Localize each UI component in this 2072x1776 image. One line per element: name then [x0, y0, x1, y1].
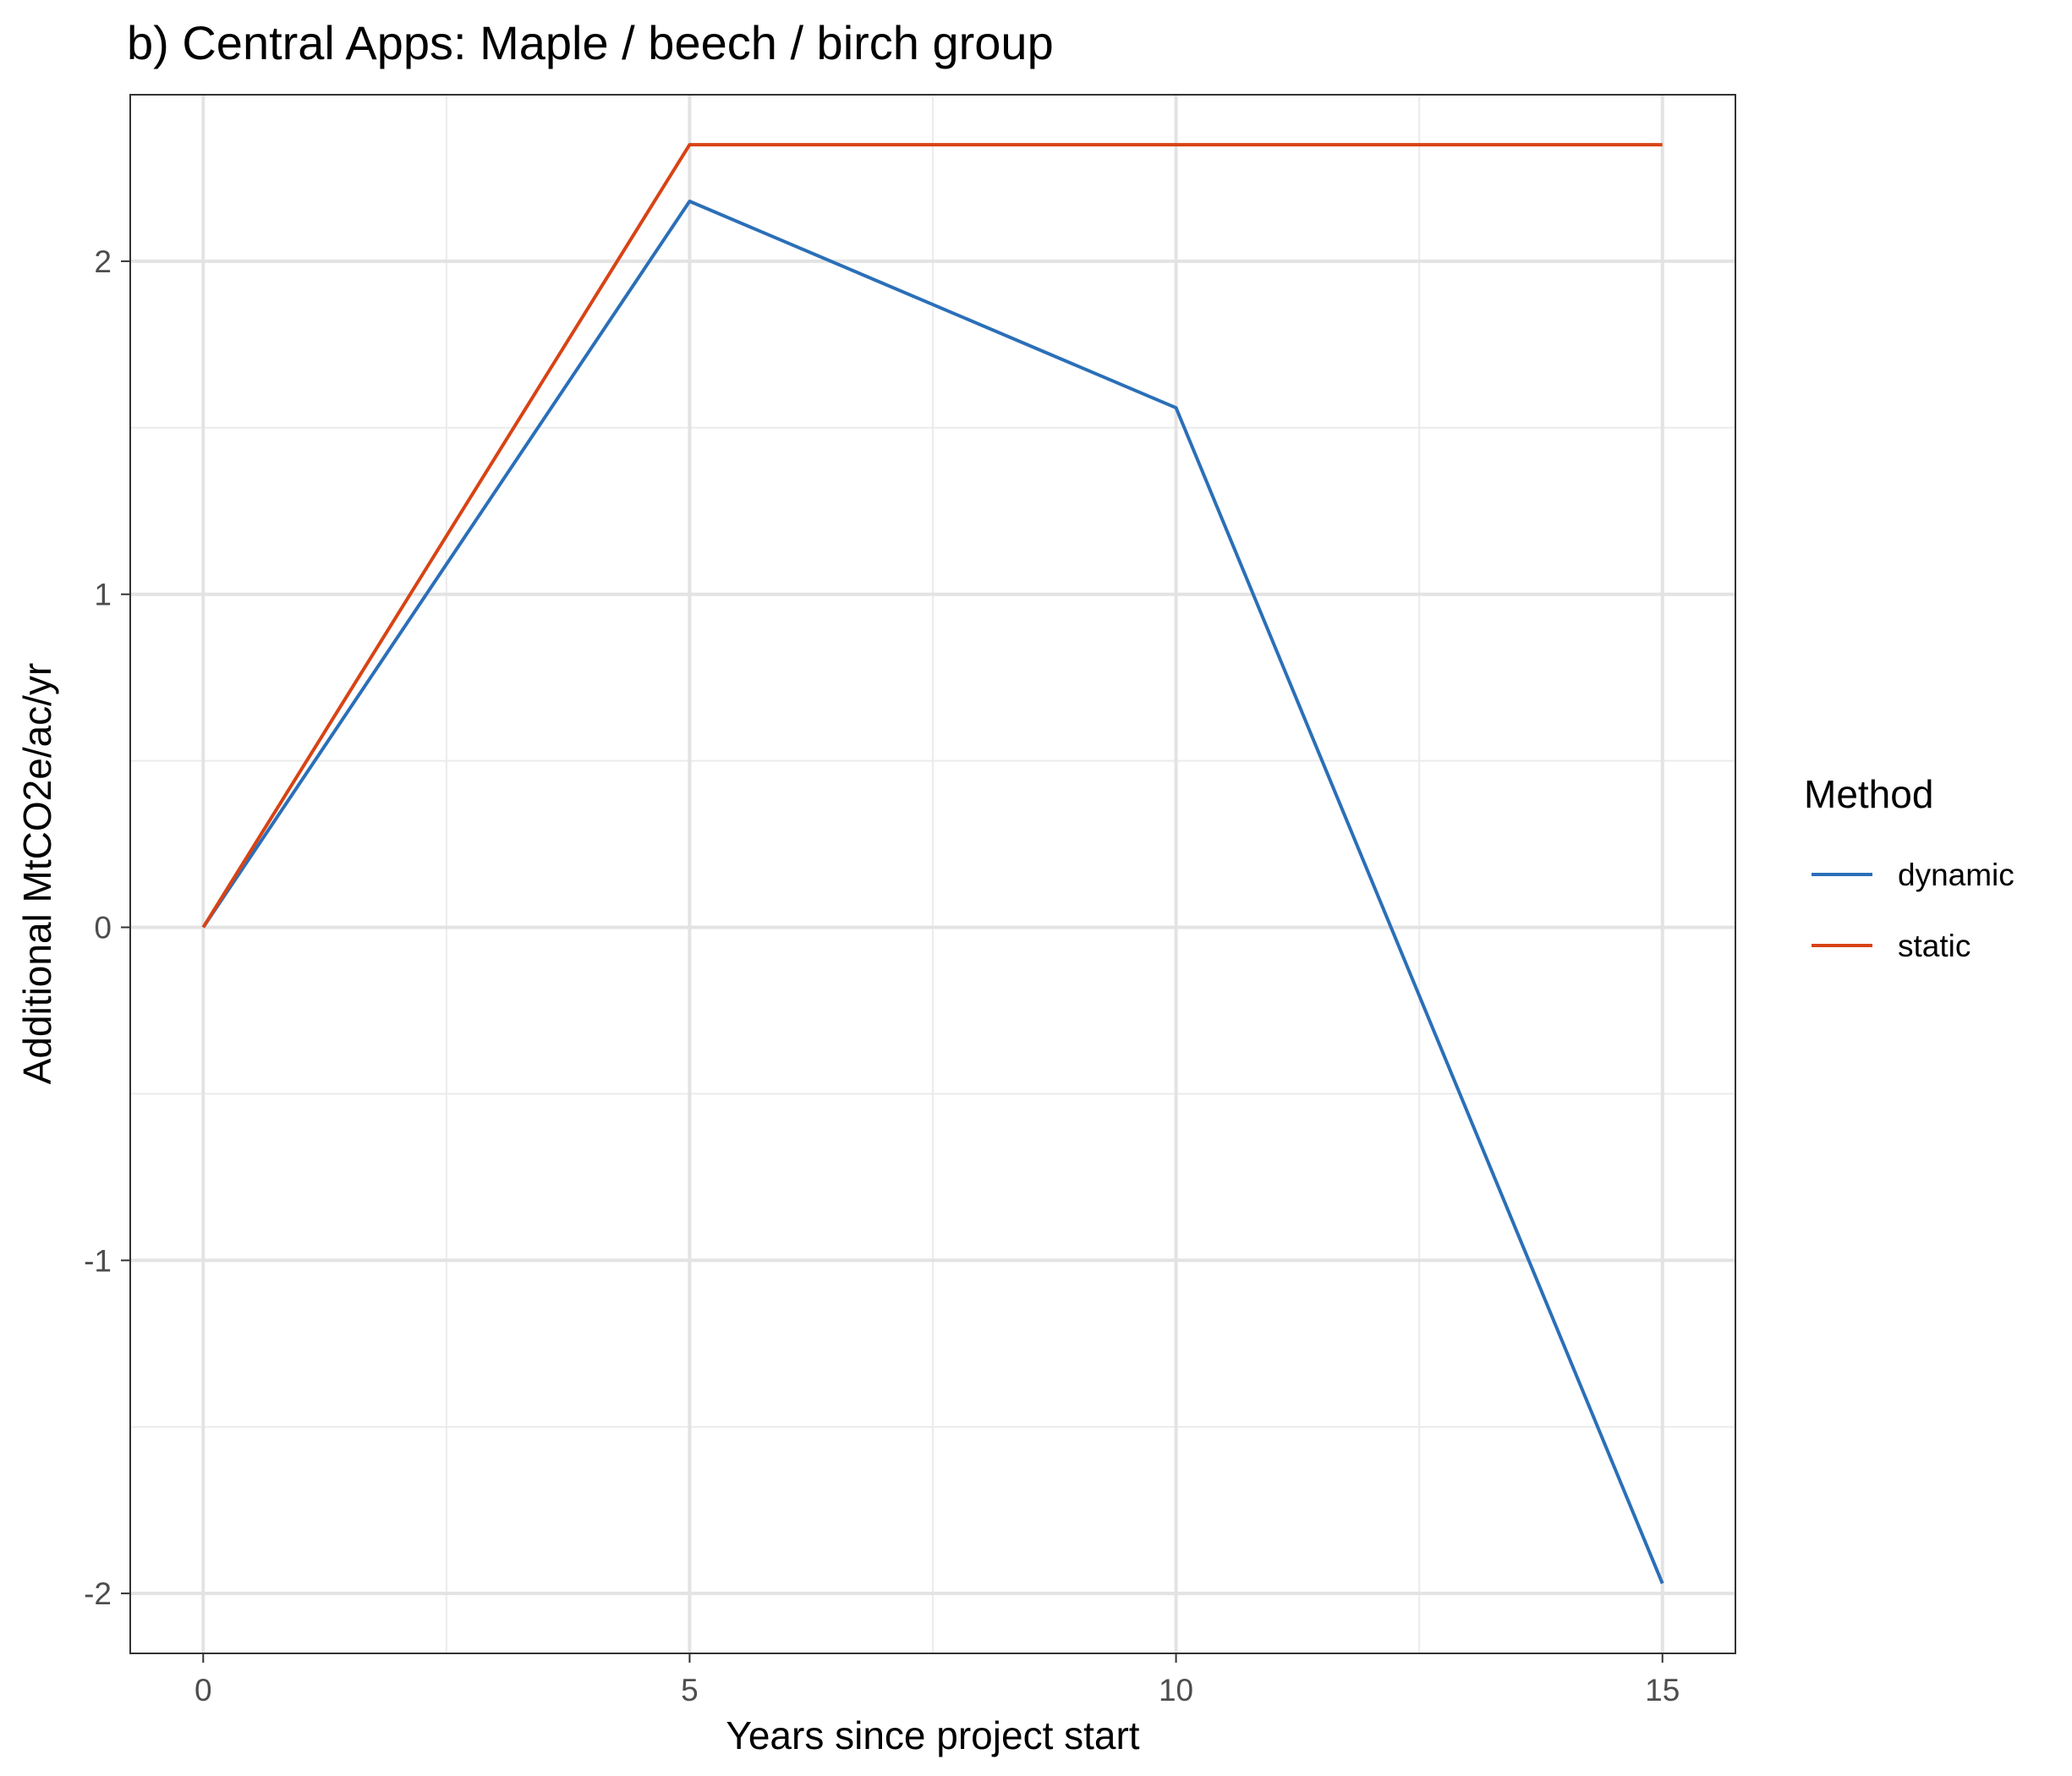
chart-title: b) Central Apps: Maple / beech / birch g… — [127, 16, 1054, 69]
legend-label-static: static — [1898, 929, 1971, 963]
y-tick-label: 1 — [94, 578, 112, 612]
x-tick-label: 15 — [1645, 1673, 1680, 1707]
minor-gridlines — [130, 95, 1735, 1653]
plot-panel-border — [129, 94, 1736, 1654]
legend-items: dynamic static — [1812, 858, 2014, 963]
legend-title: Method — [1804, 772, 1933, 816]
legend-label-dynamic: dynamic — [1898, 858, 2014, 892]
major-gridlines — [130, 95, 1735, 1653]
y-tick-label: 2 — [94, 244, 112, 279]
x-tick-label: 5 — [681, 1673, 699, 1707]
x-tick-label: 0 — [195, 1673, 212, 1707]
x-axis-title: Years since project start — [726, 1713, 1139, 1757]
x-axis-ticks: 0 5 10 15 — [195, 1653, 1680, 1707]
series-line-static — [201, 143, 1663, 929]
y-tick-label: 0 — [94, 911, 112, 946]
y-axis-ticks: -2 -1 0 1 2 — [84, 244, 130, 1611]
series-line-dynamic — [201, 200, 1664, 1585]
legend: Method dynamic static — [1804, 772, 2014, 963]
y-axis-title: Additional MtCO2e/ac/yr — [15, 663, 59, 1085]
x-tick-label: 10 — [1159, 1673, 1193, 1707]
y-tick-label: -1 — [84, 1243, 112, 1278]
series-lines — [201, 143, 1664, 1585]
y-tick-label: -2 — [84, 1576, 112, 1611]
